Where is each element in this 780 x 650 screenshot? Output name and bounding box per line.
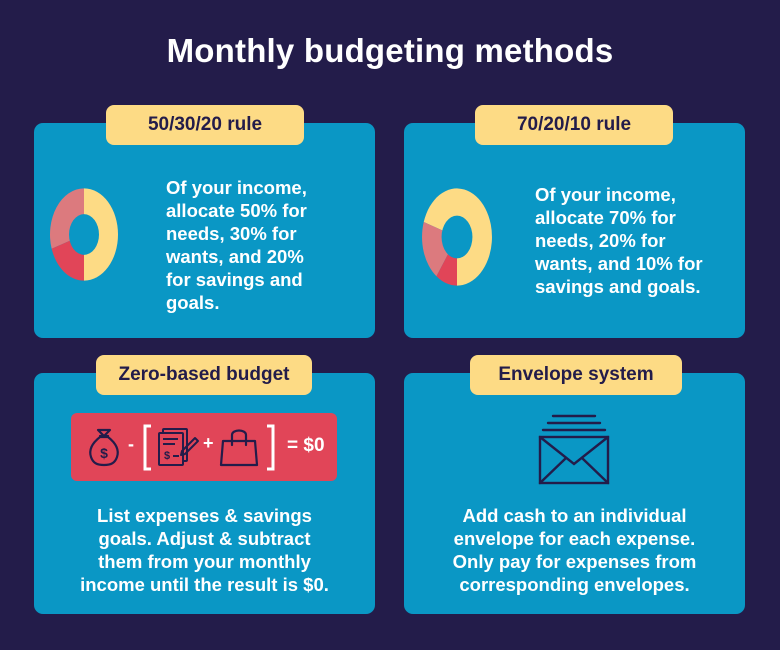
page-title: Monthly budgeting methods <box>166 32 614 69</box>
card-zero-based-budget: Zero-based budget $ $ <box>34 355 375 614</box>
money-bag-icon: $ <box>89 428 119 467</box>
card-description: Of your income, allocate 50% for needs, … <box>166 177 307 313</box>
right-bracket-icon <box>267 424 275 471</box>
card-title-pill: Envelope system <box>470 355 682 395</box>
donut-chart-50-30-20 <box>50 188 118 281</box>
left-bracket-icon <box>143 424 151 471</box>
donut-chart-70-20-10 <box>422 188 492 286</box>
envelope-icon <box>538 414 610 485</box>
needs-slice <box>84 188 118 281</box>
bill-invoice-icon: $ <box>158 428 199 466</box>
shopping-bag-icon <box>219 429 259 467</box>
formula-graphic: $ $ <box>89 424 275 471</box>
card-description: Of your income, allocate 70% for needs, … <box>535 184 703 297</box>
card-description: Add cash to an individual envelope for e… <box>452 505 697 595</box>
plus-sign: + <box>203 433 214 453</box>
donut-hole <box>441 215 473 259</box>
zero-based-formula: $ $ - + = $0 <box>71 413 337 481</box>
card-envelope-system: Envelope system Add cash to an individua… <box>404 355 745 614</box>
svg-text:$: $ <box>100 445 108 461</box>
card-50-30-20: 50/30/20 rule Of your income, allocate 5… <box>34 105 375 338</box>
formula-result: = $0 <box>287 435 325 456</box>
minus-sign: - <box>128 434 134 454</box>
card-title-pill: Zero-based budget <box>96 355 312 395</box>
card-description: List expenses & savings goals. Adjust & … <box>80 505 329 595</box>
card-70-20-10: 70/20/10 rule Of your income, allocate 7… <box>404 105 745 338</box>
svg-text:$: $ <box>164 450 170 462</box>
donut-hole <box>69 214 99 255</box>
card-title-pill: 50/30/20 rule <box>106 105 304 145</box>
card-title-pill: 70/20/10 rule <box>475 105 673 145</box>
